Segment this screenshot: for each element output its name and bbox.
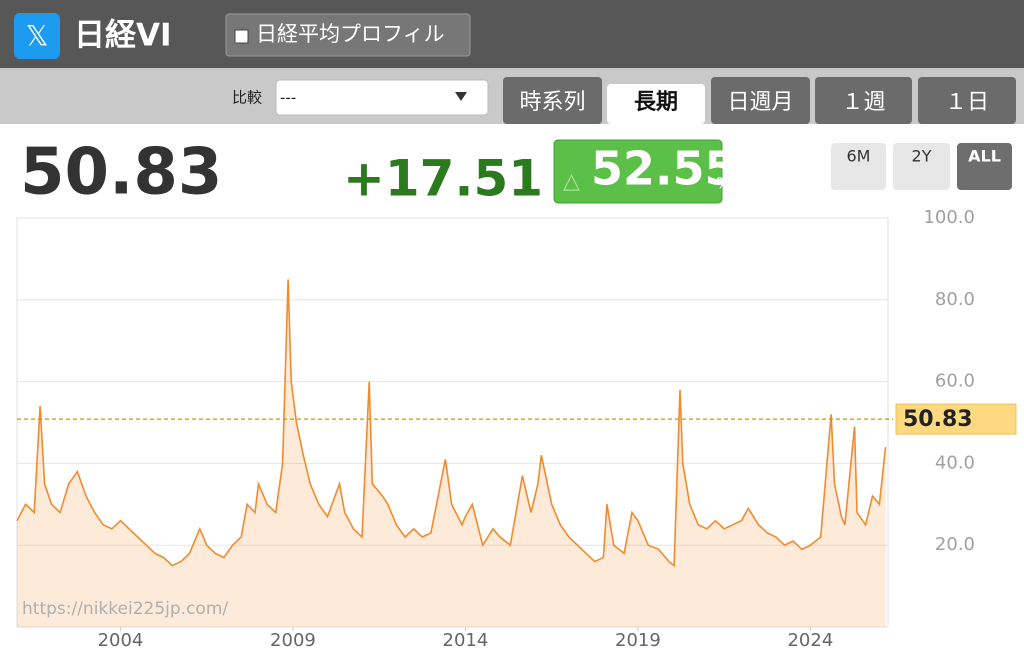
link-icon <box>234 29 249 44</box>
area-fill <box>17 279 886 627</box>
compare-label: 比較 <box>232 89 262 107</box>
change-value: +17.51 <box>343 150 543 208</box>
profile-button[interactable] <box>225 13 471 57</box>
tab[interactable] <box>607 84 705 124</box>
y-tick-label: 60.0 <box>935 371 975 392</box>
tab-label: 時系列 <box>519 90 585 115</box>
page-title: 日経VI <box>74 18 172 54</box>
current-value: 50.83 <box>20 136 222 210</box>
tab-label: 日週月 <box>727 90 793 115</box>
plot-area <box>16 217 889 628</box>
tab[interactable] <box>711 77 810 124</box>
current-value-tag <box>895 403 1017 435</box>
x-tick-label: 2009 <box>270 630 316 651</box>
header-bar <box>0 0 1024 68</box>
x-tick-label: 2004 <box>98 630 144 651</box>
change-percent: 52.55 <box>591 142 737 196</box>
range-button-label: 6M <box>847 147 871 166</box>
x-tick-label: 2024 <box>787 630 833 651</box>
tab[interactable] <box>918 77 1016 124</box>
range-button[interactable] <box>893 143 950 190</box>
compare-value: --- <box>280 89 296 107</box>
change-badge <box>553 139 723 204</box>
current-value-tag-label: 50.83 <box>903 407 973 432</box>
x-tick-label: 2019 <box>615 630 661 651</box>
x-share-button[interactable] <box>14 13 60 59</box>
tab[interactable] <box>503 77 602 124</box>
x-tick-label: 2014 <box>443 630 489 651</box>
tab-label: １日 <box>945 90 989 115</box>
y-tick-label: 20.0 <box>935 534 975 555</box>
watermark: https://nikkei225jp.com/ <box>22 599 228 619</box>
select-arrow <box>455 92 467 101</box>
tab-label: １週 <box>841 90 885 115</box>
percent-unit: % <box>716 174 731 193</box>
y-tick-label: 100.0 <box>923 207 975 228</box>
tab-label: 長期 <box>634 90 678 115</box>
line-series <box>16 279 887 568</box>
range-button-label: ALL <box>968 147 1001 166</box>
profile-button-label: 日経平均プロフィル <box>256 22 445 46</box>
x-icon: 𝕏 <box>26 19 49 52</box>
range-button-label: 2Y <box>912 147 932 166</box>
range-button[interactable] <box>957 143 1012 190</box>
y-tick-label: 40.0 <box>935 452 975 473</box>
tab[interactable] <box>815 77 912 124</box>
range-button[interactable] <box>831 143 886 190</box>
compare-select[interactable] <box>275 79 489 116</box>
change-arrow: △ <box>563 169 580 194</box>
y-tick-label: 80.0 <box>935 289 975 310</box>
